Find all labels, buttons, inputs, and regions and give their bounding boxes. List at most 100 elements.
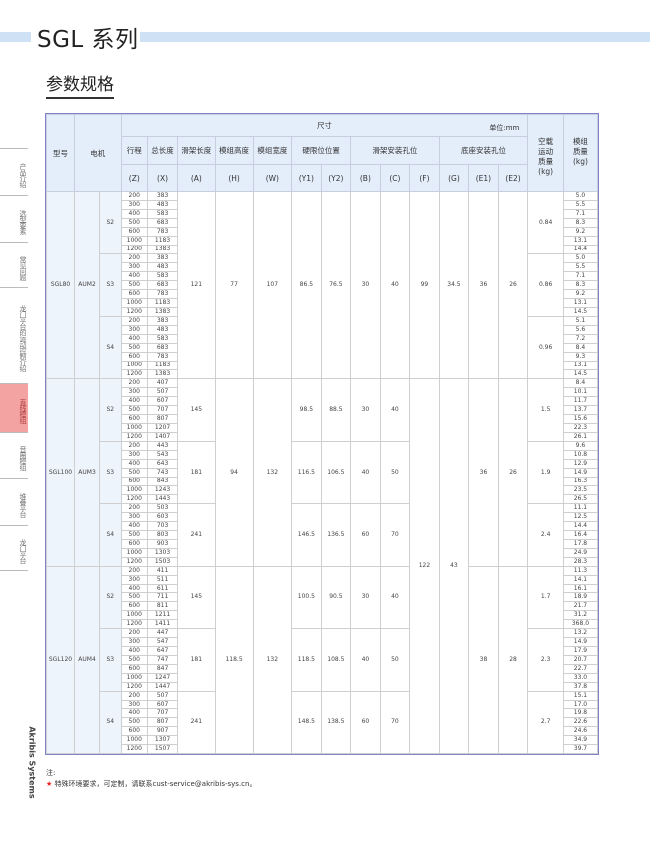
- header-model: 型号: [45, 114, 76, 192]
- total-length-cell: 907: [147, 726, 179, 737]
- total-length-cell: 611: [147, 583, 179, 594]
- stroke-cell: 500: [120, 280, 149, 291]
- sidebar-item-product-intro[interactable]: 产品介绍: [0, 148, 28, 195]
- total-length-cell: 607: [147, 699, 179, 710]
- total-length-cell: 511: [147, 574, 179, 585]
- sidebar-item-faq[interactable]: 常见问题: [0, 242, 28, 287]
- sidebar-item-gantry[interactable]: 龙门平台: [0, 525, 28, 570]
- stroke-cell: 200: [120, 191, 149, 201]
- table-row: 600 783 9.3: [47, 351, 599, 362]
- stroke-cell: 300: [120, 199, 149, 210]
- stroke-cell: 600: [120, 538, 149, 549]
- section-title: 参数规格: [46, 70, 114, 99]
- load-mass-cell: 2.7: [527, 690, 564, 755]
- e2-cell: 26: [497, 190, 529, 380]
- motor-size-cell: S2: [99, 565, 122, 630]
- module-mass-cell: 16.1: [562, 583, 599, 594]
- g-cell: 34.5: [438, 190, 470, 380]
- f-cell: 99: [409, 190, 440, 380]
- stroke-cell: 1000: [120, 610, 149, 621]
- sidebar-item-gantry-motion-control[interactable]: 龙门平台的运动控制介绍: [0, 287, 28, 383]
- module-mass-cell: 39.7: [562, 744, 599, 755]
- header-module-width: 模组宽度: [252, 136, 293, 165]
- module-mass-cell: 5.6: [562, 324, 599, 335]
- stroke-cell: 300: [120, 637, 149, 648]
- stroke-cell: 300: [120, 449, 149, 460]
- total-length-cell: 711: [147, 592, 179, 603]
- module-mass-cell: 33.0: [562, 672, 599, 683]
- total-length-cell: 407: [147, 378, 179, 389]
- total-length-cell: 1207: [147, 422, 179, 433]
- module-mass-cell: 24.6: [562, 726, 599, 737]
- sidebar-item-selection[interactable]: 选型要素: [0, 195, 28, 242]
- header-code-h: (H): [214, 164, 254, 192]
- carriage-length-cell: 181: [177, 440, 216, 505]
- total-length-cell: 1447: [147, 681, 179, 692]
- total-length-cell: 383: [147, 315, 179, 326]
- module-mass-cell: 22.3: [562, 422, 599, 433]
- header-code-a: (A): [177, 164, 216, 192]
- c-cell: 70: [379, 690, 411, 755]
- total-length-cell: 683: [147, 217, 179, 228]
- model-cell: SGL100: [45, 378, 76, 567]
- module-mass-cell: 14.9: [562, 637, 599, 648]
- total-length-cell: 1307: [147, 735, 179, 746]
- module-mass-cell: 9.2: [562, 289, 599, 300]
- stroke-cell: 200: [120, 565, 149, 576]
- total-length-cell: 807: [147, 414, 179, 424]
- y2-cell: 106.5: [320, 440, 352, 505]
- module-mass-cell: 15.1: [562, 690, 599, 701]
- stroke-cell: 1000: [120, 235, 149, 246]
- module-mass-cell: 368.0: [562, 619, 599, 630]
- header-band-right: [140, 32, 650, 42]
- sidebar-item-stacked-stage[interactable]: 堆叠平台: [0, 478, 28, 525]
- module-mass-cell: 10.8: [562, 449, 599, 460]
- total-length-cell: 1211: [147, 610, 179, 621]
- stroke-cell: 400: [120, 458, 149, 469]
- sidebar-item-voice-coil[interactable]: 音圈模组: [0, 432, 28, 478]
- load-mass-cell: 0.84: [527, 190, 564, 255]
- module-mass-cell: 37.8: [562, 681, 599, 692]
- module-mass-cell: 14.4: [562, 521, 599, 532]
- sidebar-item-linear-module[interactable]: 直线模组: [0, 383, 28, 432]
- note-text: 特殊环境要求，可定制，请联系cust-service@akribis-sys.c…: [54, 780, 257, 788]
- stroke-cell: 400: [120, 208, 149, 219]
- unit-label: 单位:mm: [489, 124, 520, 132]
- table-row: SGL120 AUM4 S2 200 411 145 118.5 132 100.5 90.5 30…: [45, 565, 599, 755]
- module-mass-cell: 17.9: [562, 646, 599, 656]
- sidebar-nav: 产品介绍 选型要素 常见问题 龙门平台的运动控制介绍 直线模组 音圈模组 堆叠平…: [0, 148, 28, 571]
- module-mass-cell: 20.7: [562, 654, 599, 665]
- notes: 注: ★ 特殊环境要求，可定制，请联系cust-service@akribis-…: [46, 768, 256, 790]
- stroke-cell: 1200: [120, 431, 149, 442]
- table-row: 300 607 17.0: [47, 699, 599, 710]
- total-length-cell: 603: [147, 512, 179, 523]
- e1-cell: 36: [468, 378, 499, 567]
- header-load-mass: 空载运动质量(kg): [527, 114, 564, 192]
- total-length-cell: 1183: [147, 360, 179, 371]
- total-length-cell: 1247: [147, 672, 179, 683]
- stroke-cell: 1200: [120, 369, 149, 380]
- b-cell: 40: [350, 440, 381, 505]
- total-length-cell: 707: [147, 708, 179, 719]
- stroke-cell: 500: [120, 217, 149, 228]
- stroke-cell: 1200: [120, 556, 149, 567]
- stroke-cell: 200: [120, 690, 149, 701]
- c-cell: 50: [379, 440, 411, 505]
- e1-cell: 36: [468, 190, 499, 380]
- e2-cell: 28: [497, 565, 529, 755]
- y1-cell: 148.5: [291, 690, 322, 755]
- header-code-y1: (Y1): [291, 164, 322, 192]
- total-length-cell: 743: [147, 467, 179, 478]
- module-mass-cell: 19.8: [562, 708, 599, 719]
- table-row: SGL80 AUM2 S2 200 383 121 77 107 86.5 76.5 30 40 99 3…: [45, 190, 599, 380]
- stroke-cell: 1000: [120, 422, 149, 433]
- total-length-cell: 583: [147, 208, 179, 219]
- header-carriage-length: 滑架长度: [177, 136, 216, 165]
- total-length-cell: 411: [147, 565, 179, 576]
- total-length-cell: 383: [147, 253, 179, 264]
- header-module-mass: 模组质量(kg): [562, 114, 599, 192]
- stroke-cell: 300: [120, 512, 149, 523]
- b-cell: 30: [350, 565, 381, 630]
- load-mass-cell: 0.96: [527, 315, 564, 380]
- total-length-cell: 507: [147, 387, 179, 398]
